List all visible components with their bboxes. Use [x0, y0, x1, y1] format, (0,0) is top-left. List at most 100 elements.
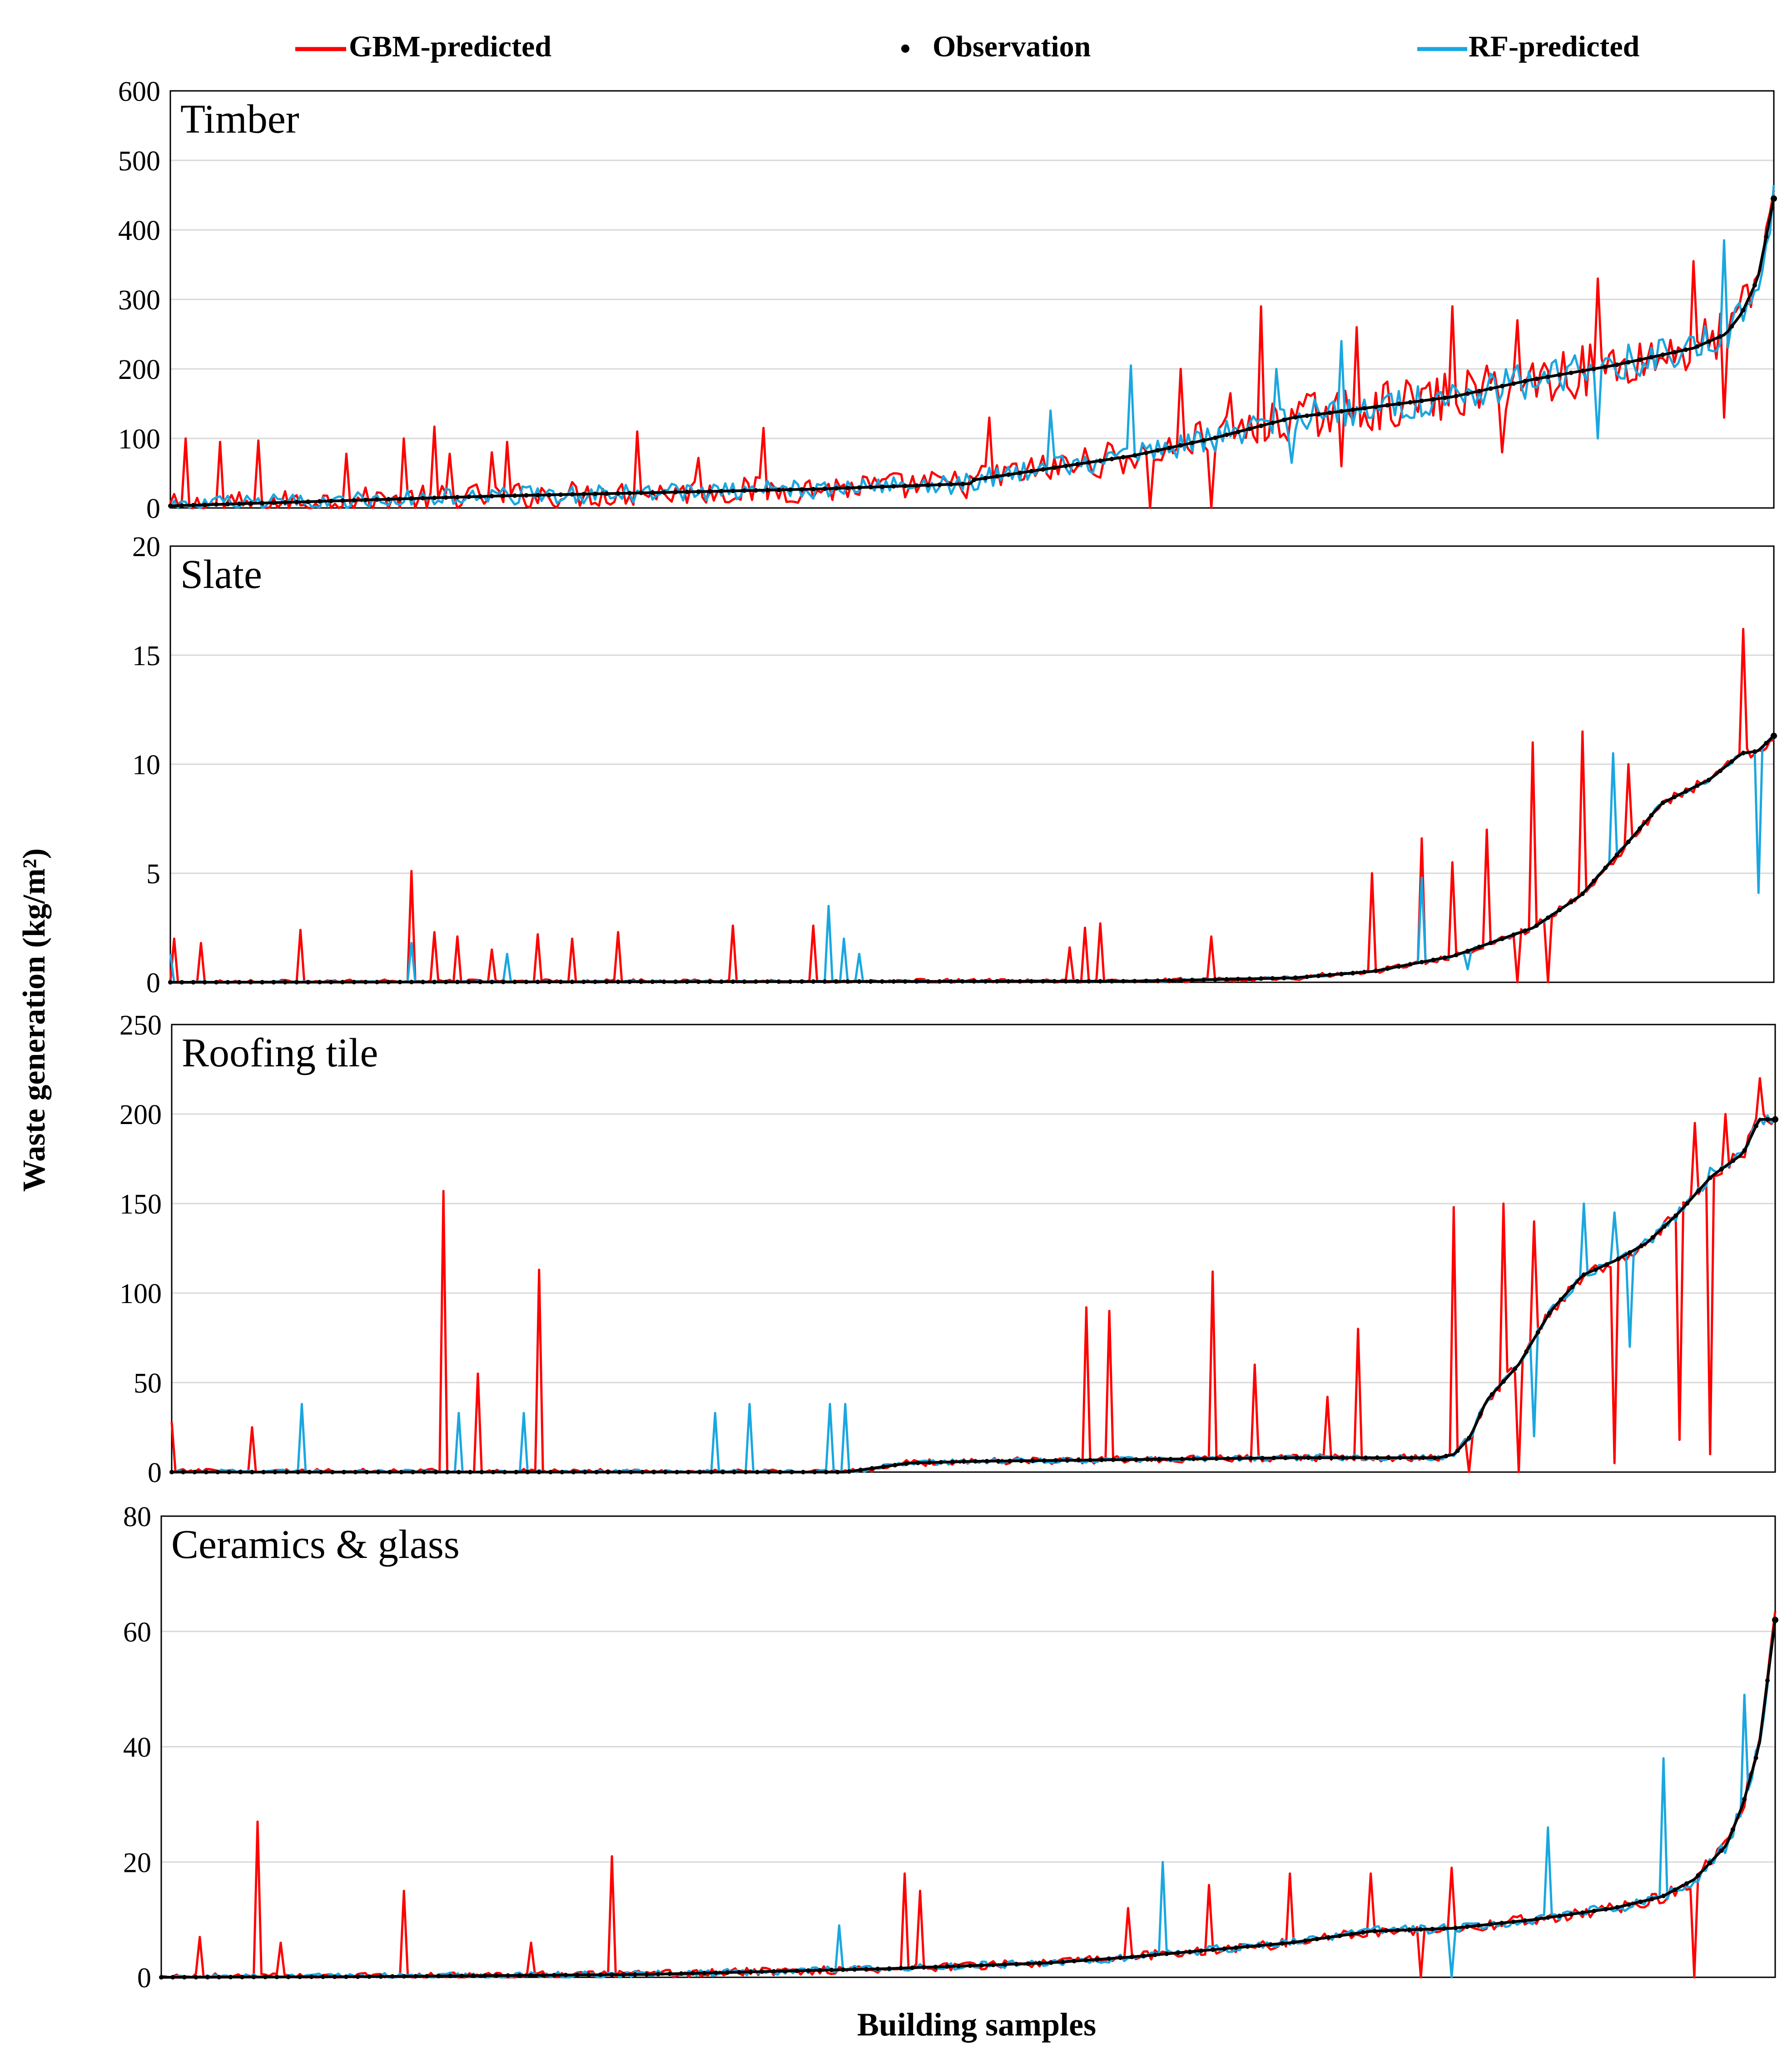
- panel-roofing-tile: 0 50 100 150 200 250 Roofing tile: [119, 1010, 1778, 1488]
- ceramics-glass-observation-point: [1430, 1926, 1435, 1931]
- timber-observation-point: [432, 495, 437, 500]
- slate-observation-point: [1350, 970, 1355, 975]
- slate-y-tick-label: 10: [132, 750, 160, 781]
- timber-observation-point: [1580, 368, 1585, 373]
- ceramics-glass-observation-point: [228, 1975, 233, 1980]
- slate-observation-point: [1339, 971, 1344, 976]
- timber-observation-point: [1144, 450, 1149, 455]
- roofing-tile-observation-point: [1650, 1235, 1655, 1240]
- timber-observation-point: [409, 496, 414, 501]
- timber-observation-point: [639, 490, 644, 495]
- roofing-tile-observation-point: [1008, 1458, 1012, 1463]
- roofing-tile-observation-point: [629, 1470, 633, 1474]
- roofing-tile-y-tick-label: 50: [134, 1368, 162, 1399]
- slate-observation-point: [994, 979, 999, 984]
- ceramics-glass-observation-point: [1684, 1881, 1689, 1886]
- ceramics-glass-observation-point: [586, 1972, 591, 1977]
- timber-observation-point: [1236, 429, 1241, 434]
- timber-observation-point: [1396, 401, 1401, 406]
- slate-observation-point: [1052, 979, 1057, 984]
- slate-observation-point: [891, 979, 896, 984]
- roofing-tile-observation-point: [1627, 1250, 1632, 1255]
- ceramics-glass-observation-point: [1291, 1940, 1296, 1945]
- roofing-tile-observation-point: [973, 1459, 978, 1464]
- roofing-tile-observation-point: [249, 1470, 254, 1474]
- ceramics-glass-observation-point: [1603, 1907, 1608, 1912]
- x-axis-label: Building samples: [857, 2006, 1096, 2043]
- slate-observation-point: [1316, 973, 1321, 978]
- roofing-tile-observation-point: [514, 1470, 519, 1474]
- roofing-tile-observation-point: [1765, 1117, 1770, 1122]
- timber-observation-point: [696, 489, 701, 494]
- timber-observation-point: [1660, 352, 1665, 357]
- ceramics-glass-observation-point: [1176, 1950, 1181, 1955]
- roofing-tile-observation-point: [801, 1470, 806, 1474]
- ceramics-glass-observation-point: [1337, 1933, 1342, 1938]
- timber-observation-point: [524, 493, 529, 498]
- slate-observation-point: [937, 979, 942, 984]
- slate-observation-point: [1075, 979, 1080, 984]
- timber-observation-point: [1477, 388, 1482, 393]
- roofing-tile-observation-point: [606, 1470, 611, 1474]
- slate-observation-point: [1167, 978, 1172, 983]
- slate-observation-point: [811, 979, 816, 984]
- slate-observation-point: [822, 979, 827, 984]
- slate-observation-point: [443, 980, 448, 985]
- roofing-tile-panel-title: Roofing tile: [182, 1030, 378, 1075]
- roofing-tile-observation-point: [686, 1470, 691, 1474]
- roofing-tile-observation-point: [1420, 1455, 1425, 1460]
- ceramics-glass-observation-point: [1118, 1955, 1123, 1960]
- roofing-tile-observation-point: [296, 1470, 300, 1474]
- timber-observation-point: [397, 497, 402, 502]
- ceramics-glass-observation-point: [1441, 1926, 1446, 1931]
- ceramics-glass-panel-title: Ceramics & glass: [171, 1522, 460, 1567]
- timber-observation-point: [363, 498, 368, 503]
- timber-observation-point: [1442, 395, 1447, 400]
- roofing-tile-observation-point: [858, 1468, 863, 1473]
- slate-observation-point: [1213, 977, 1217, 982]
- roofing-tile-observation-point: [1237, 1456, 1242, 1461]
- roofing-tile-observation-point: [1616, 1256, 1621, 1261]
- ceramics-glass-observation-point: [840, 1967, 845, 1972]
- slate-observation-point: [581, 980, 586, 984]
- timber-observation-point: [1638, 357, 1643, 362]
- timber-observation-point: [1178, 443, 1183, 448]
- roofing-tile-observation-point: [1742, 1148, 1747, 1153]
- roofing-tile-observation-point: [812, 1470, 817, 1474]
- ceramics-glass-observation-point: [1453, 1926, 1458, 1931]
- slate-observation-point: [627, 979, 632, 984]
- timber-observation-point: [1764, 234, 1769, 239]
- roofing-tile-observation-point: [1662, 1224, 1667, 1229]
- slate-observation-point: [1603, 866, 1608, 870]
- timber-observation-point: [1465, 391, 1470, 396]
- ceramics-glass-observation-point: [1314, 1936, 1319, 1941]
- roofing-tile-observation-point: [594, 1470, 599, 1474]
- ceramics-glass-observation-point: [610, 1972, 615, 1977]
- roofing-tile-observation-point: [915, 1460, 920, 1465]
- slate-observation-point: [558, 980, 563, 984]
- ceramics-glass-observation-point: [1707, 1861, 1712, 1866]
- slate-observation-point: [1121, 979, 1126, 984]
- timber-observation-point: [1316, 412, 1321, 417]
- slate-observation-point: [616, 979, 620, 984]
- slate-observation-point: [1706, 777, 1711, 782]
- roofing-tile-observation-point: [318, 1470, 323, 1474]
- slate-observation-point: [1236, 976, 1241, 981]
- ceramics-glass-observation-point: [1048, 1960, 1053, 1965]
- slate-observation-point: [1224, 977, 1229, 982]
- ceramics-glass-observation-point: [806, 1968, 811, 1973]
- ceramics-glass-observation-point: [367, 1974, 372, 1979]
- timber-observation-point: [1523, 378, 1528, 383]
- slate-observation-point: [1201, 977, 1206, 982]
- ceramics-glass-observation-point: [1072, 1959, 1077, 1964]
- ceramics-glass-observation-point: [1095, 1957, 1100, 1962]
- timber-observation-point: [1040, 467, 1045, 472]
- ceramics-glass-observation-point: [1488, 1922, 1493, 1927]
- roofing-tile-observation-point: [1398, 1455, 1403, 1460]
- slate-observation-point: [489, 980, 494, 985]
- roofing-tile-observation-point: [1271, 1456, 1276, 1460]
- timber-observation-point: [1132, 453, 1137, 458]
- slate-observation-point: [455, 980, 460, 985]
- ceramics-glass-observation-point: [551, 1973, 556, 1978]
- ceramics-glass-observation-point: [529, 1973, 534, 1978]
